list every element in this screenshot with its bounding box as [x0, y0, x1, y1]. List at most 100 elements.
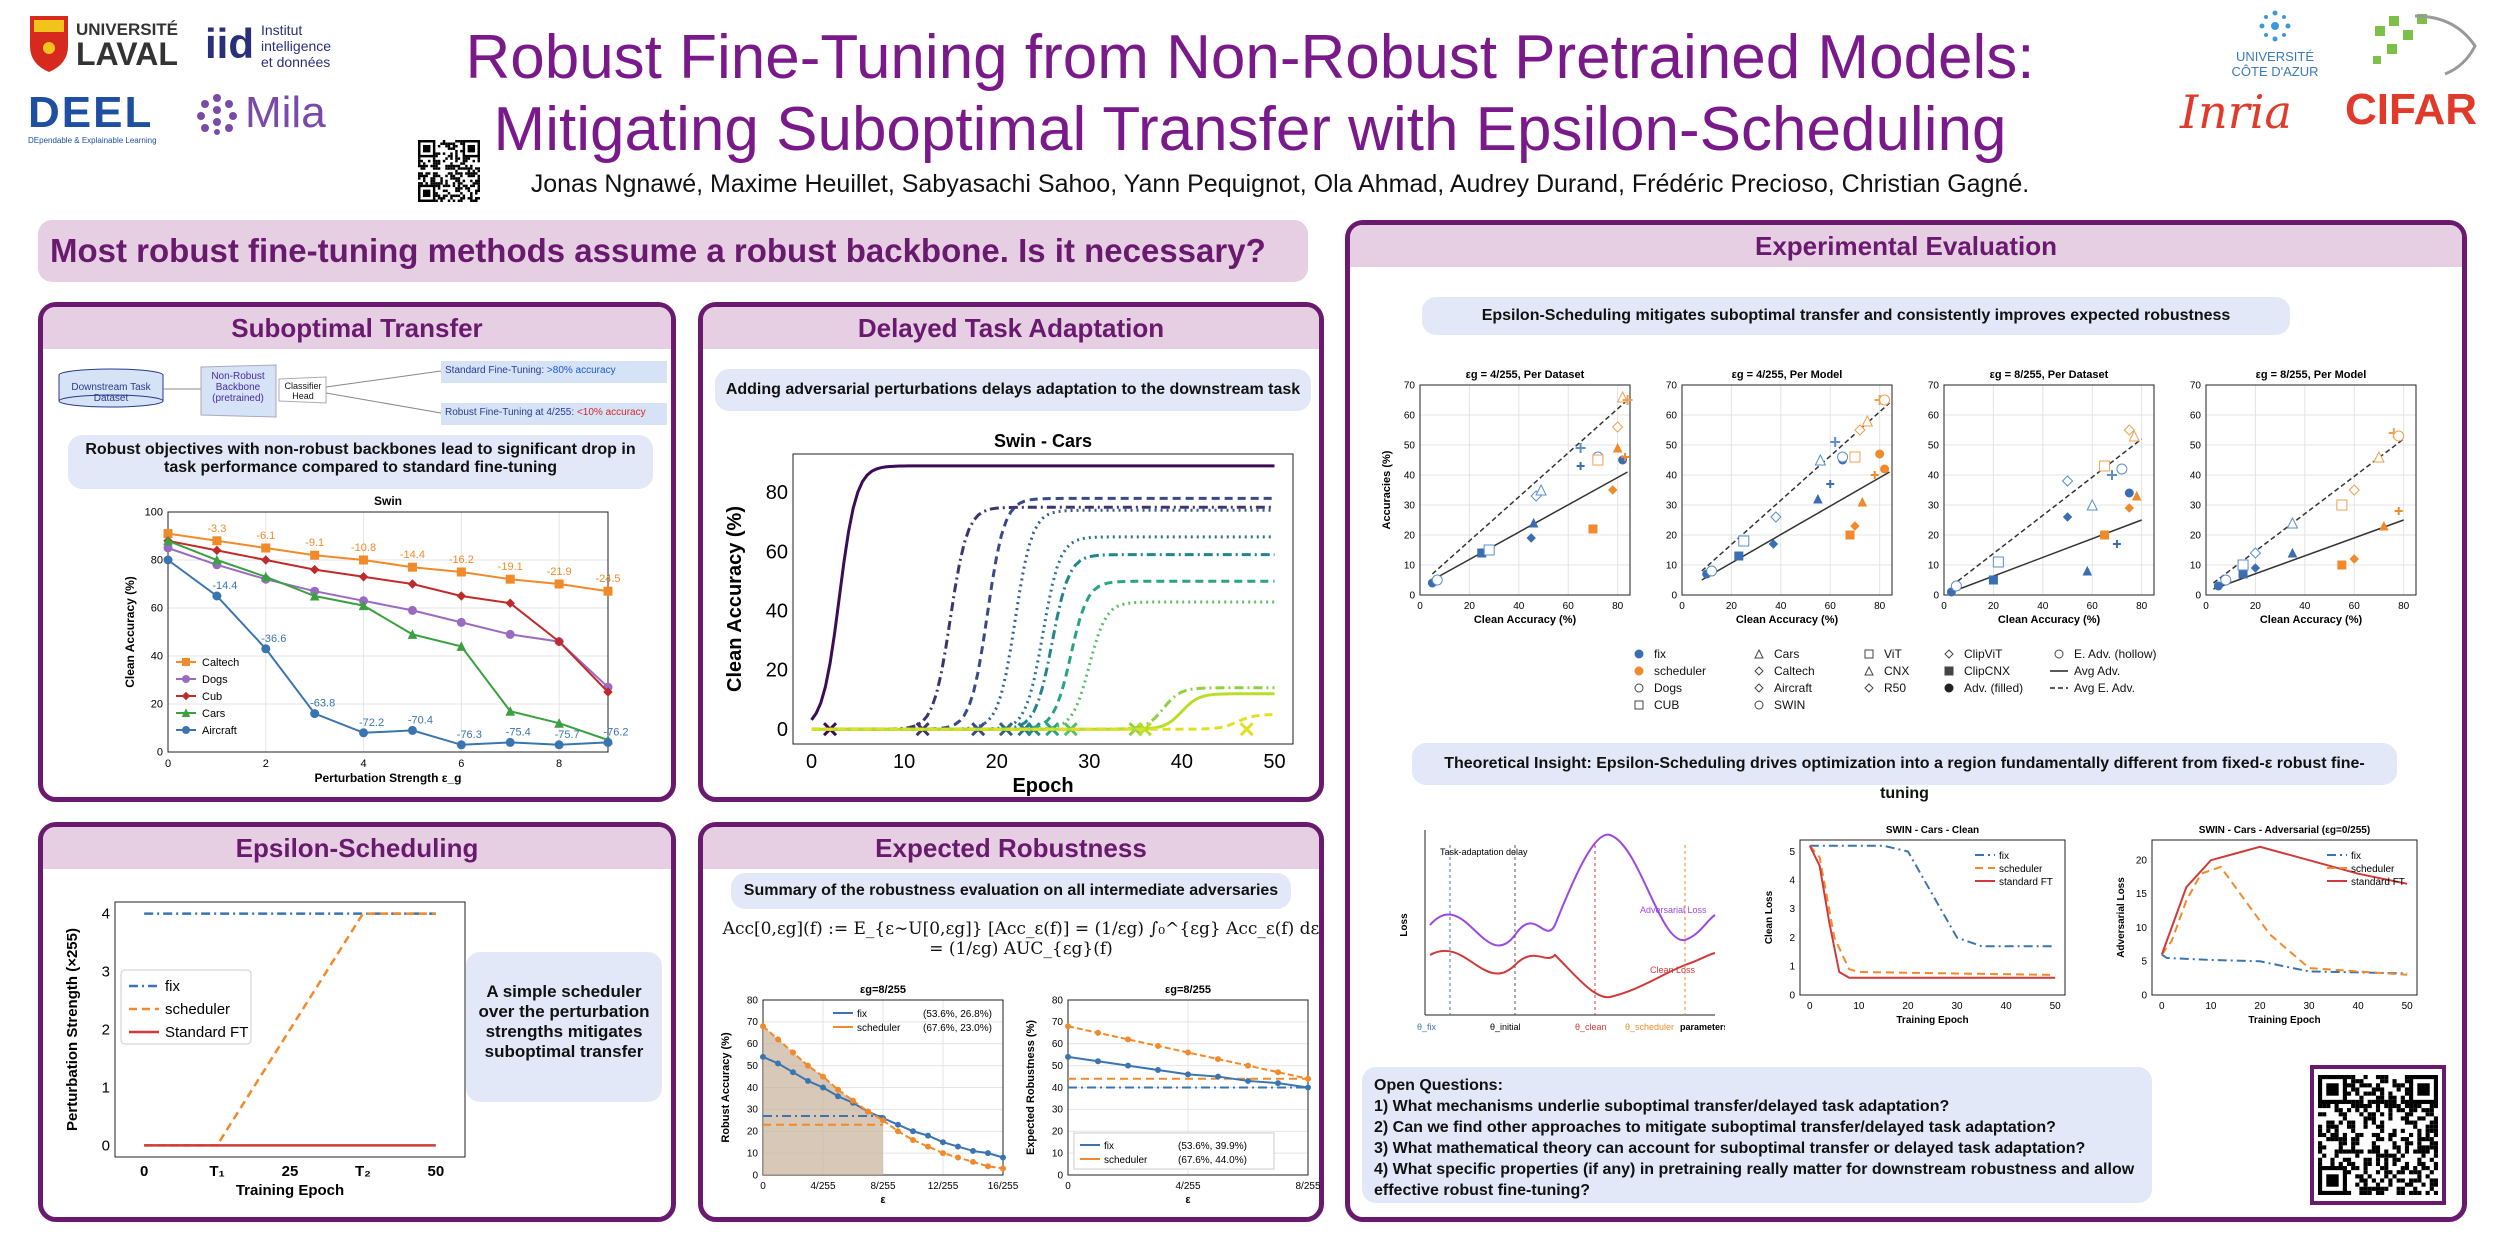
y-tick-label: 0	[1789, 990, 1795, 1001]
qr-module	[2433, 1182, 2438, 1187]
qr-module	[427, 172, 431, 175]
qr-module	[2371, 1141, 2376, 1146]
plot-frame	[2151, 839, 2418, 996]
qr-module	[472, 199, 476, 202]
qr-module	[477, 159, 480, 163]
x-tick-label: 8/255	[1295, 1181, 1320, 1192]
qr-module	[462, 197, 466, 200]
data-point	[261, 644, 271, 654]
qr-module	[2346, 1075, 2352, 1080]
qr-module	[452, 144, 456, 148]
y-tick-label: 10	[1928, 560, 1940, 571]
x-tick-label: 20	[2250, 601, 2262, 612]
plot-frame	[1943, 384, 2155, 596]
legend-marker-icon	[1634, 649, 1644, 658]
qr-finder-core	[2326, 1174, 2339, 1187]
qr-module	[2425, 1149, 2430, 1154]
legend-entry: fix	[1628, 645, 1706, 662]
qr-module	[2355, 1182, 2360, 1187]
legend-label: standard FT	[2351, 877, 2405, 888]
qr-module	[2355, 1174, 2360, 1179]
qr-module	[2392, 1103, 2397, 1109]
qr-module	[2380, 1153, 2385, 1158]
legend-entry: Avg E. Adv.	[2048, 679, 2156, 696]
scheduler-eadv-point	[1849, 451, 1861, 463]
qr-module	[2375, 1157, 2381, 1162]
qr-module	[2355, 1099, 2360, 1104]
y-tick-label: 80	[1052, 995, 1064, 1006]
qr-module	[2330, 1120, 2335, 1125]
qr-module	[2363, 1083, 2368, 1088]
qr-module	[2384, 1170, 2389, 1175]
scatter-2-chart: 0 10 20 30 40 50 60 70 0 20 40 60 80 εg = 4/255, Per …	[1666, 369, 1893, 626]
qr-module	[447, 172, 451, 175]
qr-module	[422, 177, 426, 180]
legend-entry: SWIN	[1748, 696, 1815, 713]
qr-code-small-icon[interactable]	[418, 140, 480, 202]
y-tick-label: 20	[747, 1127, 759, 1138]
legend-marker-icon	[1864, 649, 1874, 658]
panel-delayed: Delayed Task Adaptation Adding adversari…	[698, 302, 1324, 802]
fix-point	[1528, 517, 1539, 528]
fix-eadv-point	[2286, 516, 2299, 529]
y-tick-label: 20	[1052, 1127, 1064, 1138]
drop-label-top: -14.4	[400, 549, 425, 561]
qr-module	[2404, 1099, 2410, 1104]
iid-line3: et données	[261, 54, 331, 70]
y-tick-label: 20	[151, 699, 163, 711]
qr-module	[418, 172, 421, 175]
legend-marker	[1944, 666, 1954, 675]
data-point	[970, 1147, 976, 1154]
qr-module	[2334, 1137, 2339, 1142]
qr-module	[2396, 1149, 2401, 1154]
data-point	[407, 725, 417, 735]
legend-marker-icon	[1864, 682, 1874, 693]
qr-module	[462, 184, 466, 188]
qr-module	[437, 187, 441, 190]
data-point	[820, 1073, 826, 1080]
x-tick-label: 0	[2159, 1001, 2165, 1012]
qr-module	[420, 164, 423, 168]
y-tick-label: 15	[2136, 889, 2148, 900]
qr-module	[2355, 1108, 2360, 1113]
qr-finder-core	[467, 144, 476, 153]
qr-module	[2351, 1141, 2356, 1146]
chart-title: εg = 4/255, Per Dataset	[1466, 369, 1585, 381]
y-tick-label: 0	[1409, 590, 1415, 601]
qr-module	[2371, 1116, 2376, 1121]
qr-module	[437, 152, 441, 155]
qr-module	[2375, 1075, 2381, 1080]
qr-code-icon[interactable]	[2318, 1075, 2438, 1195]
iid-mark: iid	[205, 20, 254, 67]
qr-module	[2351, 1083, 2356, 1088]
data-point	[790, 1069, 796, 1076]
qr-module	[477, 197, 480, 200]
qr-module	[2355, 1166, 2360, 1171]
legend-entry: scheduler	[1628, 662, 1706, 679]
qr-module	[2355, 1149, 2360, 1154]
qr-module	[2421, 1149, 2426, 1154]
scheduler-point	[1857, 496, 1868, 507]
data-point	[1000, 1165, 1006, 1172]
data-point	[760, 1053, 766, 1060]
y-tick-label: 0	[1933, 590, 1939, 601]
avg-eadv-line	[1431, 399, 1629, 575]
scheduler-eadv-point	[1611, 421, 1624, 433]
data-point	[1095, 1029, 1101, 1036]
y-tick-label: 10	[2190, 560, 2202, 571]
qr-module	[2409, 1190, 2414, 1195]
qr-module	[2433, 1190, 2438, 1195]
legend-entry: R50	[1858, 679, 1909, 696]
cross-marker	[1239, 722, 1254, 737]
qr-module	[462, 179, 466, 183]
iid-line2: intelligence	[261, 38, 332, 54]
experimental-callout2: Theoretical Insight: Epsilon-Scheduling …	[1412, 743, 2397, 802]
data-point	[1215, 1073, 1221, 1080]
y-tick-label: 0	[1057, 1170, 1063, 1181]
qr-finder-core	[422, 189, 431, 198]
qr-module	[450, 167, 453, 170]
qr-module	[2417, 1132, 2422, 1138]
qr-module	[2363, 1170, 2368, 1175]
avg-adv-line	[1701, 471, 1890, 581]
qr-module	[2380, 1190, 2385, 1195]
